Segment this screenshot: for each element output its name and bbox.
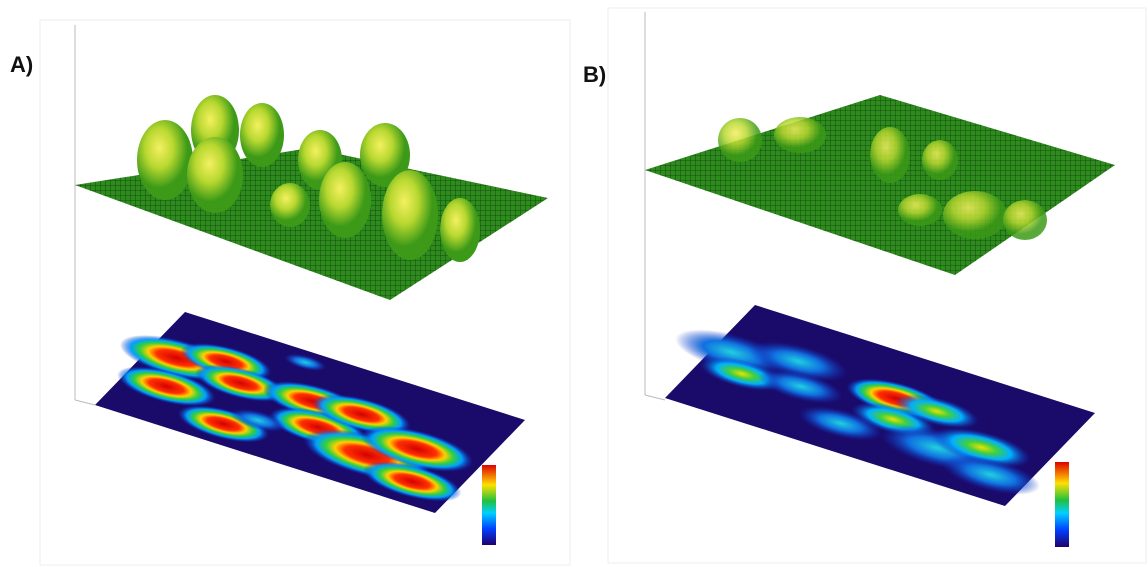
panel-label: B) [583, 62, 606, 87]
surface-plane [645, 95, 1115, 275]
panel-a: A) [10, 20, 570, 565]
figure: A) B) [0, 0, 1148, 567]
axis [645, 395, 665, 400]
axis [75, 400, 95, 405]
colorbar [1055, 462, 1069, 547]
heatmap [628, 293, 1109, 510]
panel-b: B) [583, 8, 1146, 563]
colorbar [482, 465, 496, 545]
heatmap [68, 303, 532, 515]
panel-label: A) [10, 52, 33, 77]
